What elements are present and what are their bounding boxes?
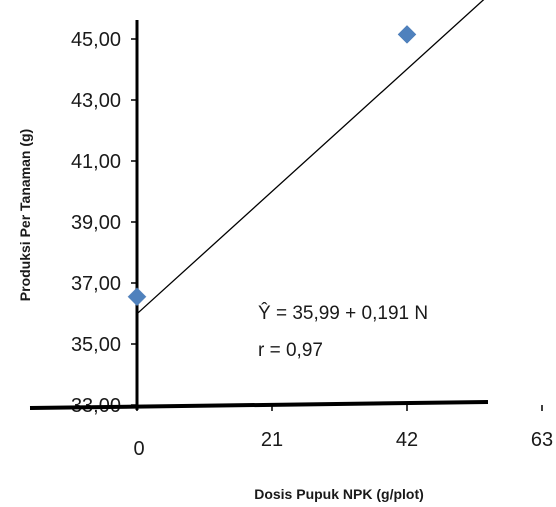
y-tick-label: 43,00 (71, 90, 121, 112)
y-tick-label: 37,00 (71, 273, 121, 295)
x-tick-label: 42 (396, 429, 418, 451)
data-point (397, 25, 417, 44)
r-value-label: r = 0,97 (258, 340, 323, 361)
equation-label: Ŷ = 35,99 + 0,191 N (258, 302, 428, 324)
x-axis-ticks: 0 21 42 63 (133, 405, 553, 460)
x-axis-line (29, 400, 489, 410)
trendline (136, 0, 485, 315)
x-tick-label: 0 (133, 438, 144, 460)
x-axis-title: Dosis Pupuk NPK (g/plot) (254, 486, 424, 502)
y-axis-title: Produksi Per Tanaman (g) (17, 129, 33, 301)
y-tick-label: 45,00 (71, 29, 121, 51)
y-tick-label: 39,00 (71, 212, 121, 234)
data-points (127, 25, 417, 307)
y-tick-label: 35,00 (71, 334, 121, 356)
x-tick-label: 63 (531, 429, 553, 451)
y-tick-label: 41,00 (71, 151, 121, 173)
x-tick-label: 21 (261, 429, 283, 451)
data-point (127, 287, 147, 307)
